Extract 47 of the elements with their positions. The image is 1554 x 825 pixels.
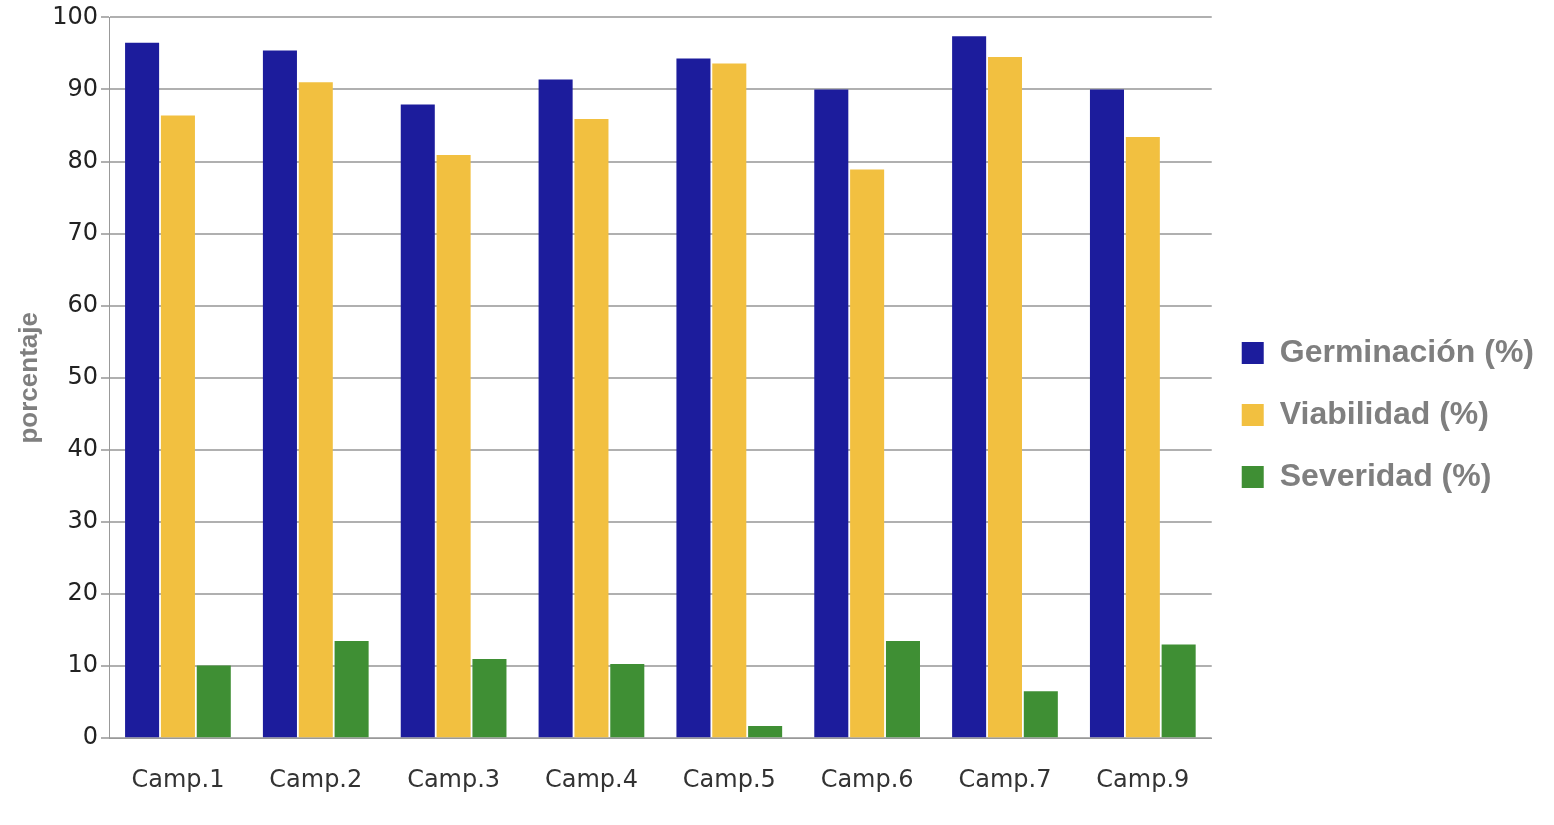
bar bbox=[814, 89, 849, 738]
y-axis-title: porcentaje bbox=[12, 312, 43, 444]
bar bbox=[436, 155, 471, 738]
bar bbox=[952, 36, 987, 738]
x-tick-label: Camp.1 bbox=[131, 764, 225, 793]
x-tick-label: Camp.9 bbox=[1096, 764, 1190, 793]
bar bbox=[1089, 89, 1124, 738]
x-tick-label: Camp.3 bbox=[407, 764, 501, 793]
legend-label: Viabilidad (%) bbox=[1279, 394, 1489, 431]
x-tick-label: Camp.5 bbox=[682, 764, 776, 793]
bar bbox=[1125, 137, 1160, 738]
bar bbox=[196, 665, 231, 738]
bar bbox=[676, 58, 711, 738]
y-tick-label: 30 bbox=[67, 506, 99, 535]
legend-label: Germinación (%) bbox=[1279, 332, 1534, 369]
y-tick-label: 100 bbox=[52, 1, 99, 30]
legend-label: Severidad (%) bbox=[1279, 456, 1492, 493]
y-tick-label: 60 bbox=[67, 289, 99, 318]
y-tick-label: 40 bbox=[67, 434, 99, 463]
y-tick-label: 10 bbox=[67, 650, 99, 679]
bar bbox=[472, 658, 507, 738]
bar bbox=[298, 82, 333, 738]
bar bbox=[712, 63, 747, 738]
bar bbox=[885, 640, 920, 738]
x-tick-label: Camp.4 bbox=[544, 764, 638, 793]
bar bbox=[125, 42, 160, 738]
bar bbox=[400, 104, 435, 738]
bar bbox=[1023, 691, 1058, 738]
bar bbox=[850, 169, 885, 738]
bar bbox=[574, 119, 609, 738]
bar bbox=[1161, 644, 1196, 738]
x-tick-label: Camp.2 bbox=[269, 764, 363, 793]
y-tick-label: 20 bbox=[67, 578, 99, 607]
y-tick-label: 70 bbox=[67, 217, 99, 246]
bar bbox=[334, 640, 369, 738]
bar bbox=[610, 663, 645, 738]
y-tick-label: 80 bbox=[67, 145, 99, 174]
bar bbox=[160, 115, 195, 738]
y-tick-label: 0 bbox=[82, 722, 99, 751]
x-tick-label: Camp.6 bbox=[820, 764, 914, 793]
bar bbox=[262, 50, 297, 738]
bar bbox=[748, 725, 783, 738]
y-tick-label: 90 bbox=[67, 73, 99, 102]
bar bbox=[538, 79, 573, 738]
y-tick-label: 50 bbox=[67, 362, 99, 391]
x-tick-label: Camp.7 bbox=[958, 764, 1052, 793]
bar bbox=[987, 57, 1022, 738]
